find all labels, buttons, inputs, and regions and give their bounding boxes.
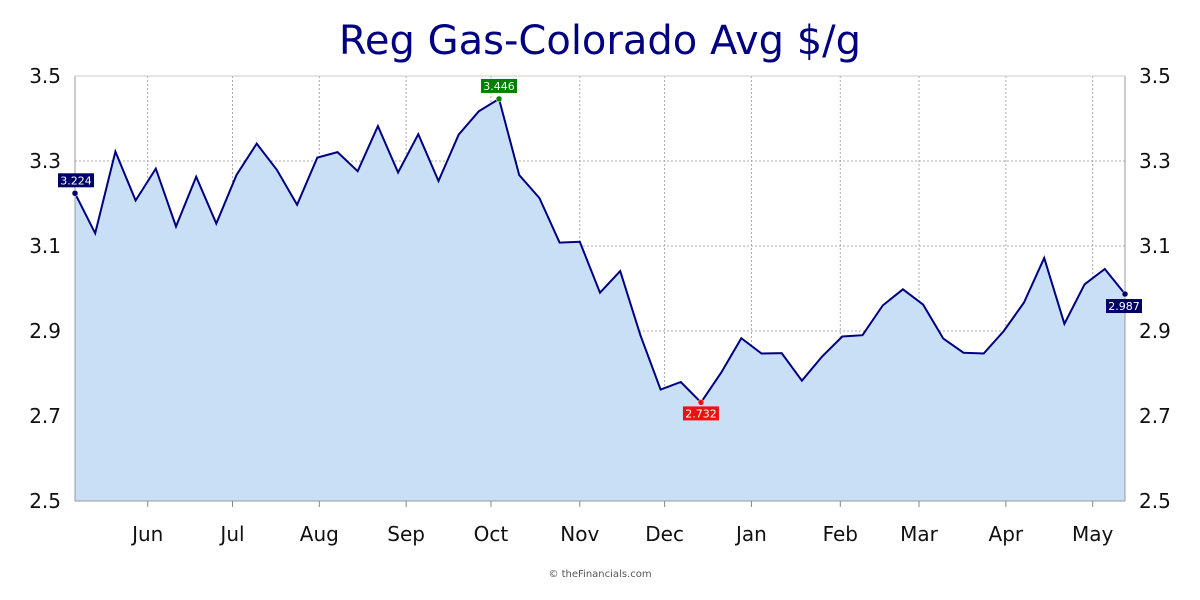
price-line — [74, 97, 1126, 404]
annotation-box — [1106, 299, 1142, 314]
x-tick-label: Aug — [300, 522, 339, 546]
y-tick-label-right: 2.9 — [1139, 319, 1171, 343]
x-tick-label: Jan — [734, 522, 767, 546]
x-axis-ticks: Jun Jul Aug Sep Oct Nov Dec Jan Feb Mar Apr May — [130, 501, 1114, 546]
annotation-box — [481, 78, 518, 93]
price-annotations: 3.224 3.446 2.732 2.987 — [58, 78, 1142, 421]
annotation-box — [58, 173, 94, 188]
x-tick-label: Jun — [130, 522, 163, 546]
x-tick-label: Sep — [387, 522, 425, 546]
y-tick-label-right: 3.1 — [1139, 234, 1171, 258]
annotation-low: 2.732 — [682, 399, 719, 421]
x-tick-label: May — [1072, 522, 1114, 546]
y-tick-label-left: 2.5 — [29, 489, 61, 513]
annotation-marker — [495, 95, 503, 103]
annotation-first: 3.224 — [58, 173, 94, 197]
annotation-label: 3.446 — [483, 80, 515, 93]
annotation-marker — [1121, 290, 1129, 298]
x-tick-label: Oct — [474, 522, 509, 546]
annotation-box — [682, 406, 719, 421]
y-tick-label-left: 2.7 — [29, 404, 61, 428]
annotation-high: 3.446 — [481, 78, 518, 103]
x-tick-label: Apr — [989, 522, 1024, 546]
annotation-last: 2.987 — [1106, 290, 1142, 314]
y-tick-label-right: 2.7 — [1139, 404, 1171, 428]
y-tick-label-left: 3.5 — [29, 64, 61, 88]
x-tick-label: Dec — [645, 522, 684, 546]
credit-text: © theFinancials.com — [548, 569, 652, 580]
annotation-label: 3.224 — [60, 174, 92, 187]
y-tick-label-left: 3.1 — [29, 234, 61, 258]
annotation-marker — [71, 190, 79, 197]
annotation-marker — [697, 399, 705, 406]
y-tick-label-right: 3.5 — [1139, 64, 1171, 88]
plot-frame — [74, 75, 1126, 502]
y-axis-ticks: 2.5 2.5 2.7 2.7 2.9 2.9 3.1 3.1 3.3 3.3 3.5 3.5 — [29, 64, 1171, 513]
price-area-fill — [75, 98, 1125, 502]
annotation-label: 2.732 — [685, 407, 717, 420]
chart-title: Reg Gas-Colorado Avg $/g — [338, 18, 862, 64]
y-tick-label-right: 2.5 — [1139, 489, 1171, 513]
y-tick-label-right: 3.3 — [1139, 149, 1171, 173]
x-tick-label: Jul — [218, 522, 244, 546]
x-tick-label: Feb — [823, 522, 858, 546]
y-tick-label-left: 3.3 — [29, 149, 61, 173]
x-tick-label: Nov — [560, 522, 599, 546]
annotation-label: 2.987 — [1108, 300, 1140, 313]
y-tick-label-left: 2.9 — [29, 319, 61, 343]
x-tick-label: Mar — [900, 522, 939, 546]
